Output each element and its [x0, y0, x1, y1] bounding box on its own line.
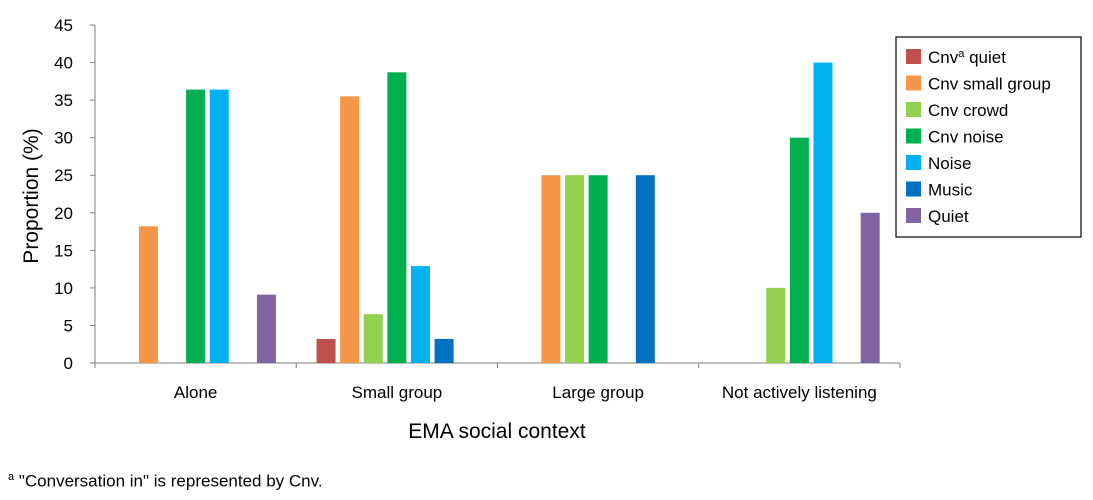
y-tick-label: 45: [54, 16, 73, 35]
y-tick-label: 0: [64, 354, 73, 373]
legend-label: Cnva quiet: [928, 48, 1006, 67]
bar: [789, 137, 809, 363]
legend-swatch: [906, 102, 921, 117]
legend-swatch: [906, 181, 921, 197]
y-tick-label: 20: [54, 204, 73, 223]
y-axis: 0 5 10 15 20 25 30 35 40 45: [54, 16, 96, 373]
x-axis-title: EMA social context: [408, 420, 586, 443]
y-tick-label: 35: [54, 91, 73, 110]
x-axis: Alone Small group Large group Not actively …: [94, 362, 901, 402]
y-axis-title: Proportion (%): [20, 128, 43, 263]
bar: [138, 226, 158, 363]
legend-box: [895, 36, 1082, 238]
x-tick-label: Small group: [352, 383, 443, 402]
y-tick-label: 5: [64, 316, 73, 335]
legend-label: Cnv crowd: [928, 101, 1008, 120]
bar: [340, 96, 360, 363]
bar: [387, 72, 407, 363]
y-tick-label: 25: [54, 166, 73, 185]
legend-swatch: [906, 128, 921, 144]
legend-label: Music: [928, 181, 973, 200]
y-tick-label: 15: [54, 241, 73, 260]
legend-swatch: [906, 75, 921, 91]
legend-swatch: [906, 208, 921, 223]
bar: [316, 338, 336, 363]
legend-swatch: [906, 49, 921, 64]
bar: [541, 175, 561, 363]
legend-label: Cnv small group: [928, 75, 1051, 94]
footnote: a "Conversation in" is represented by Cn…: [8, 471, 323, 492]
bar: [766, 287, 786, 363]
legend-label: Noise: [928, 154, 971, 173]
bar: [363, 314, 383, 363]
footnote-marker: a: [8, 471, 15, 483]
bar: [860, 212, 880, 363]
y-tick-label: 10: [54, 279, 73, 298]
y-tick-label: 40: [54, 54, 73, 73]
legend-label: Cnv noise: [928, 128, 1004, 147]
x-tick-label: Large group: [552, 383, 644, 402]
bar: [813, 62, 833, 364]
y-tick-label: 30: [54, 129, 73, 148]
bar-chart: 0 5 10 15 20 25 30 35 40 45 Alone Small group Large…: [20, 16, 1082, 443]
bar: [635, 175, 655, 363]
bar: [186, 89, 206, 364]
bar: [209, 89, 229, 364]
legend-label: Quiet: [928, 207, 969, 226]
footnote-text: "Conversation in" is represented by Cnv.: [14, 471, 323, 491]
legend-swatch: [906, 155, 921, 170]
bar: [434, 338, 454, 363]
bars: [138, 62, 880, 364]
bar: [256, 294, 276, 363]
x-tick-label: Alone: [174, 383, 217, 402]
x-tick-label: Not actively listening: [722, 383, 877, 402]
bar: [588, 175, 608, 363]
bar: [410, 266, 430, 363]
legend: Cnva quiet Cnv small group Cnv crowd Cnv no…: [895, 36, 1082, 238]
bar: [565, 175, 585, 363]
